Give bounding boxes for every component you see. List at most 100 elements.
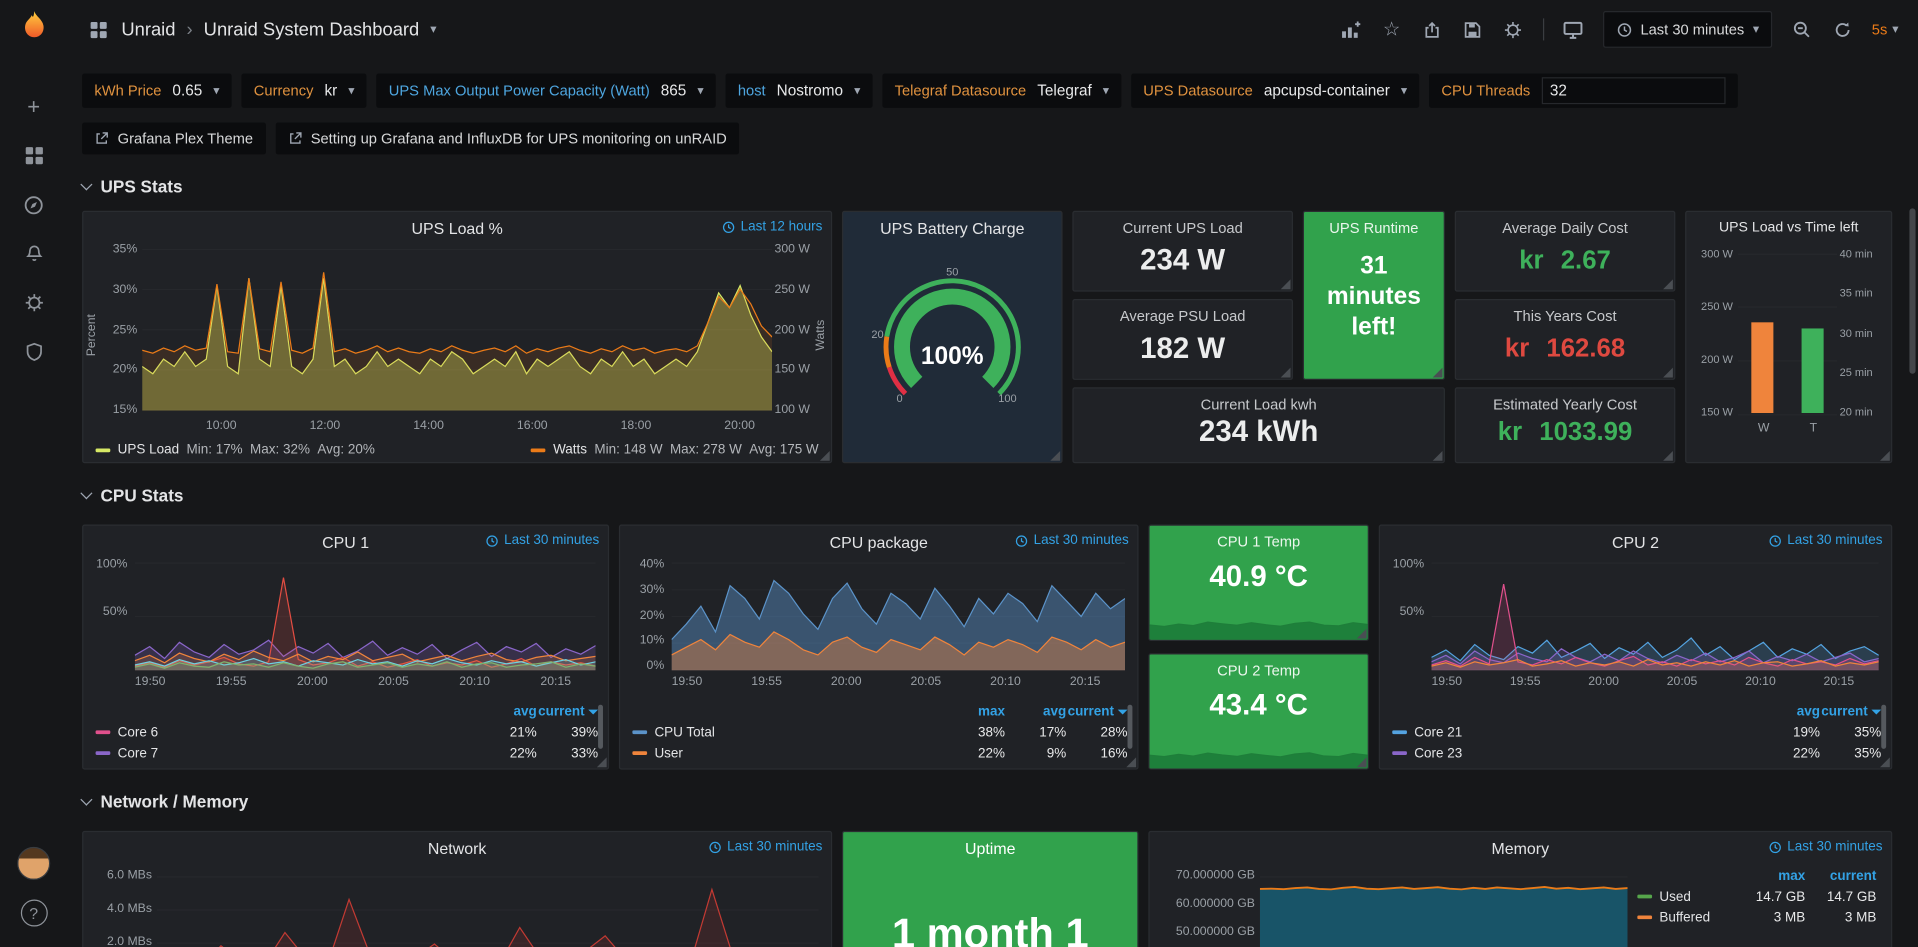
ups-row: UPS Load % Last 12 hours Percent Watts 3… (82, 210, 1898, 464)
panel-time-range[interactable]: Last 30 minutes (1769, 840, 1882, 854)
navbar-actions: ☆ Last 30 minutes ▾ (1340, 11, 1898, 48)
dashboard-title[interactable]: Unraid System Dashboard (203, 18, 420, 40)
panel-time-range[interactable]: Last 30 minutes (486, 533, 599, 548)
chevron-down-icon[interactable]: ▾ (430, 22, 437, 37)
link-label: Setting up Grafana and InfluxDB for UPS … (310, 129, 727, 148)
help-icon[interactable]: ? (20, 899, 48, 927)
variable-telegraf-datasource[interactable]: Telegraf Datasource Telegraf ▾ (882, 73, 1122, 108)
star-icon[interactable]: ☆ (1381, 18, 1403, 41)
panel-time-range[interactable]: Last 30 minutes (1769, 533, 1882, 548)
cpu-package-chart[interactable] (671, 562, 1126, 671)
dashboards-icon[interactable] (0, 131, 67, 180)
variable-ups-datasource[interactable]: UPS Datasource apcupsd-container ▾ (1131, 73, 1420, 108)
series-name[interactable]: CPU Total (654, 724, 715, 740)
breadcrumb-app[interactable]: Unraid (121, 18, 176, 40)
panel-title[interactable]: UPS Battery Charge (880, 218, 1025, 238)
time-range-picker[interactable]: Last 30 minutes ▾ (1602, 11, 1773, 48)
refresh-interval-picker[interactable]: 5s ▾ (1872, 21, 1899, 38)
dashboard-links-row: Grafana Plex Theme Setting up Grafana an… (82, 122, 1898, 155)
variable-kwh-price[interactable]: kWh Price 0.65 ▾ (82, 73, 232, 108)
link-grafana-plex-theme[interactable]: Grafana Plex Theme (82, 122, 266, 155)
save-icon[interactable] (1462, 18, 1484, 40)
variable-cpu-threads[interactable]: CPU Threads (1429, 73, 1738, 108)
user-avatar[interactable] (17, 846, 51, 880)
legend-col-current[interactable]: current (1820, 705, 1882, 719)
variable-ups-max-output[interactable]: UPS Max Output Power Capacity (Watt) 865… (376, 73, 716, 108)
panel-title[interactable]: UPS Load vs Time left (1718, 220, 1859, 236)
panel-title[interactable]: Memory (1491, 838, 1550, 858)
panel-title[interactable]: UPS Load % (411, 218, 503, 238)
legend-col-current[interactable]: current (537, 705, 599, 719)
series-name[interactable]: UPS Load (117, 442, 180, 458)
y-tick: 50.000000 GB (1175, 925, 1255, 939)
panel-title[interactable]: Current UPS Load (1122, 219, 1243, 237)
panel-title[interactable]: CPU package (829, 532, 928, 551)
panel-title[interactable]: Average Daily Cost (1502, 219, 1628, 237)
series-name[interactable]: User (654, 745, 683, 761)
section-cpu-stats[interactable]: CPU Stats (80, 484, 1898, 506)
grafana-logo-icon[interactable] (13, 9, 55, 51)
create-plus-icon[interactable]: + (0, 82, 67, 131)
panel-title[interactable]: CPU 1 (322, 532, 370, 551)
link-ups-monitoring-guide[interactable]: Setting up Grafana and InfluxDB for UPS … (275, 122, 740, 155)
tv-kiosk-icon[interactable] (1562, 18, 1584, 40)
panel-title[interactable]: Estimated Yearly Cost (1493, 395, 1637, 414)
settings-gear-icon[interactable] (1502, 18, 1524, 40)
series-name[interactable]: Core 21 (1414, 724, 1463, 740)
add-panel-icon[interactable] (1340, 18, 1362, 40)
share-icon[interactable] (1421, 18, 1443, 40)
panel-title[interactable]: CPU 2 (1612, 532, 1659, 551)
x-axis-labels: 10:00 12:00 14:00 16:00 18:00 20:00 (205, 419, 755, 433)
cpu1-chart[interactable] (134, 562, 596, 671)
variable-label: kWh Price (94, 82, 162, 100)
legend-col-max[interactable]: max (977, 704, 1005, 720)
apps-grid-icon[interactable] (87, 18, 109, 40)
legend-col-avg[interactable]: avg (1796, 704, 1820, 720)
panel-time-range[interactable]: Last 30 minutes (1015, 533, 1129, 548)
cpu-threads-input[interactable] (1541, 77, 1726, 105)
panel-title[interactable]: This Years Cost (1513, 307, 1617, 325)
legend-col-avg[interactable]: avg (1042, 704, 1067, 720)
variable-currency[interactable]: Currency kr ▾ (241, 73, 367, 108)
legend-scrollbar[interactable] (1127, 704, 1133, 749)
memory-chart[interactable] (1259, 869, 1628, 947)
panel-title[interactable]: CPU 2 Temp (1217, 661, 1301, 679)
panel-title[interactable]: UPS Runtime (1329, 219, 1419, 237)
section-ups-stats[interactable]: UPS Stats (80, 175, 1898, 197)
panel-title[interactable]: Uptime (965, 838, 1016, 858)
series-name[interactable]: Core 7 (117, 745, 159, 761)
time-range-label: Last 30 minutes (1640, 20, 1745, 38)
legend-col-avg[interactable]: avg (513, 704, 537, 720)
alerting-bell-icon[interactable] (0, 229, 67, 278)
refresh-icon[interactable] (1831, 18, 1853, 40)
series-name[interactable]: Core 23 (1414, 745, 1463, 761)
series-name[interactable]: Core 6 (117, 724, 159, 740)
panel-title[interactable]: Network (427, 838, 487, 858)
series-name[interactable]: Buffered (1659, 909, 1711, 925)
section-network-memory[interactable]: Network / Memory (80, 790, 1898, 812)
variable-host[interactable]: host Nostromo ▾ (725, 73, 873, 108)
series-name[interactable]: Watts (553, 442, 588, 458)
panel-title[interactable]: Current Load kwh (1200, 395, 1317, 414)
chevron-down-icon: ▾ (1102, 83, 1109, 98)
legend-col-current[interactable]: current (1829, 868, 1877, 884)
legend-col-max[interactable]: max (1778, 868, 1806, 884)
panel-title[interactable]: CPU 1 Temp (1217, 533, 1301, 551)
panel-time-range[interactable]: Last 30 minutes (709, 840, 822, 854)
panel-title[interactable]: Average PSU Load (1119, 307, 1246, 325)
legend-scrollbar[interactable] (598, 704, 603, 749)
clock-icon (486, 534, 499, 547)
legend-scrollbar[interactable] (1881, 704, 1887, 749)
series-swatch (1392, 751, 1407, 755)
server-admin-shield-icon[interactable] (0, 327, 67, 376)
explore-compass-icon[interactable] (0, 180, 67, 229)
legend-col-current[interactable]: current (1066, 705, 1128, 719)
panel-time-range[interactable]: Last 12 hours (722, 219, 822, 234)
network-chart[interactable] (157, 869, 819, 947)
zoom-out-icon[interactable] (1791, 18, 1813, 40)
configuration-gear-icon[interactable] (0, 278, 67, 327)
series-name[interactable]: Used (1659, 889, 1691, 904)
ups-load-chart[interactable] (142, 248, 773, 411)
cpu2-chart[interactable] (1431, 562, 1879, 671)
page-scrollbar[interactable] (1909, 208, 1916, 374)
